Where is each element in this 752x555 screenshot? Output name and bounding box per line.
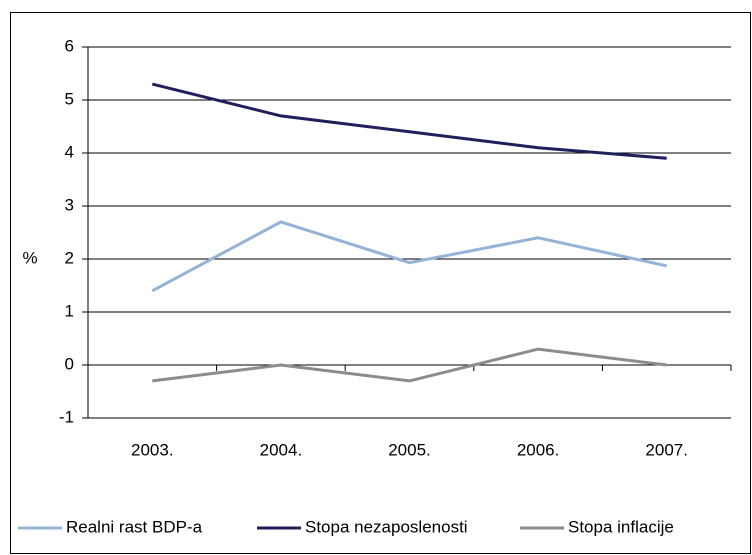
y-tick-label: 3 <box>65 195 74 214</box>
y-tick-label: 4 <box>65 142 74 161</box>
series-line <box>152 347 667 383</box>
chart-frame <box>10 12 751 554</box>
y-tick-label: 0 <box>65 354 74 373</box>
y-tick-label: -1 <box>59 407 74 426</box>
y-tick-label: 5 <box>65 89 74 108</box>
legend-label: Stopa inflacije <box>568 517 674 536</box>
legend-label: Realni rast BDP-a <box>66 517 203 536</box>
x-tick-label: 2007. <box>645 440 688 459</box>
x-tick-label: 2005. <box>388 440 431 459</box>
x-tick-label: 2004. <box>260 440 303 459</box>
legend-label: Stopa nezaposlenosti <box>305 517 468 536</box>
series-line <box>151 220 668 293</box>
y-axis-label: % <box>22 248 37 267</box>
y-tick-label: 6 <box>65 36 74 55</box>
series-line <box>151 82 667 160</box>
y-tick-label: 1 <box>65 301 74 320</box>
y-tick-label: 2 <box>65 248 74 267</box>
x-tick-label: 2006. <box>517 440 560 459</box>
x-tick-label: 2003. <box>131 440 174 459</box>
